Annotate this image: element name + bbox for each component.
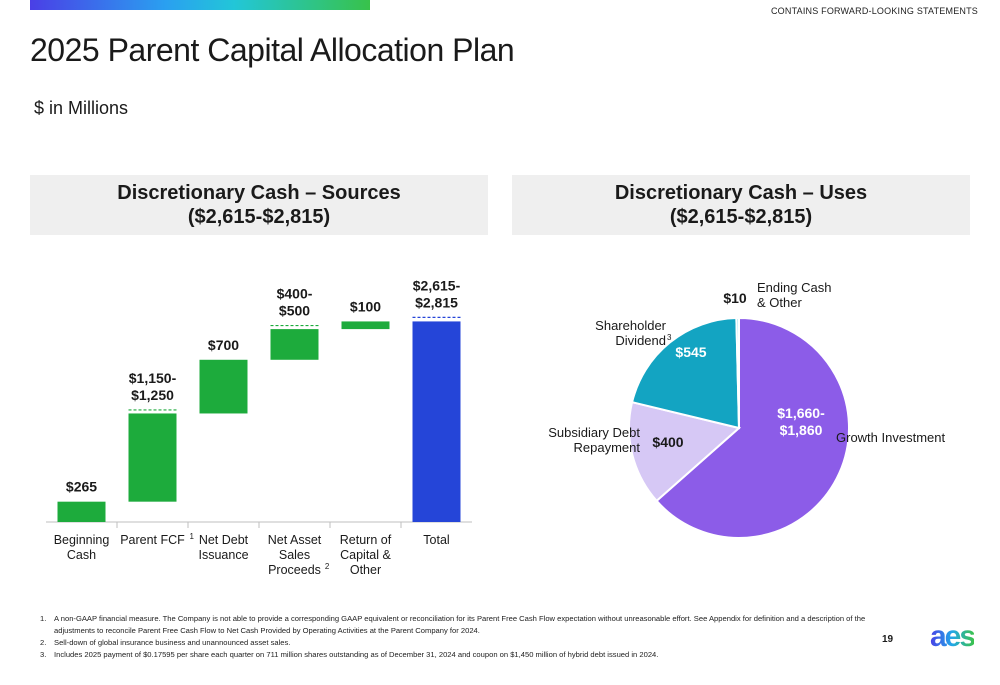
- pie-value-label: $10: [723, 290, 747, 306]
- waterfall-bar: [57, 501, 106, 522]
- footnotes: 1. A non-GAAP financial measure. The Comp…: [40, 613, 900, 661]
- footnote-3: 3. Includes 2025 payment of $0.17595 per …: [40, 650, 659, 659]
- waterfall-data-label: $100: [350, 298, 381, 314]
- waterfall-bar: [270, 329, 319, 360]
- waterfall-category-label: Parent FCF: [120, 533, 185, 547]
- pie-name-label: Dividend: [615, 333, 666, 348]
- sources-panel-header: Discretionary Cash – Sources ($2,615-$2,…: [30, 175, 488, 235]
- waterfall-bar: [412, 321, 461, 522]
- pie-value-label: $545: [675, 344, 706, 360]
- pie-value-label: $1,660-: [777, 405, 825, 421]
- footnote-2: 2. Sell-down of global insurance business…: [40, 638, 291, 647]
- waterfall-category-label: Issuance: [198, 548, 248, 562]
- waterfall-data-label: $265: [66, 479, 97, 495]
- pie-name-label: Ending Cash: [757, 280, 831, 295]
- waterfall-category-label: Total: [423, 533, 449, 547]
- page-title: 2025 Parent Capital Allocation Plan: [30, 32, 515, 68]
- waterfall-data-label: $500: [279, 303, 310, 319]
- waterfall-category-label: Other: [350, 563, 381, 577]
- uses-title: Discretionary Cash – Uses: [614, 182, 868, 204]
- pie-name-label: Growth Investment: [836, 430, 945, 445]
- pie-slice: [655, 316, 850, 539]
- waterfall-category-label: Capital &: [340, 548, 391, 562]
- waterfall-category-label: Net Debt: [199, 533, 249, 547]
- pie-footnote-ref: 3: [667, 333, 672, 342]
- pie-slice: [735, 316, 740, 429]
- pie-slice: [630, 317, 741, 430]
- uses-range: ($2,615-$2,815): [669, 206, 813, 228]
- pie-name-label: Repayment: [574, 440, 641, 455]
- waterfall-data-label: $700: [208, 337, 239, 353]
- waterfall-category-label: Beginning: [54, 533, 110, 547]
- pie-value-label: $1,860: [780, 422, 823, 438]
- pie-name-label: Subsidiary Debt: [548, 425, 640, 440]
- units-subtitle: $ in Millions: [34, 98, 129, 118]
- waterfall-data-label: $2,615-: [413, 277, 461, 293]
- aes-logo: aes: [930, 620, 976, 653]
- page-number: 19: [882, 634, 894, 645]
- forward-looking-notice: CONTAINS FORWARD-LOOKING STATEMENTS: [770, 6, 978, 16]
- waterfall-bar: [128, 413, 177, 502]
- waterfall-category-label: Proceeds: [268, 563, 321, 577]
- waterfall-data-label: $400-: [277, 286, 313, 302]
- waterfall-category-label: Net Asset: [268, 533, 322, 547]
- pie-name-label: Shareholder: [595, 318, 666, 333]
- waterfall-data-label: $1,250: [131, 387, 174, 403]
- waterfall-footnote-ref: 1: [190, 532, 195, 541]
- waterfall-bar: [341, 321, 390, 330]
- waterfall-data-label: $2,815: [415, 294, 458, 310]
- sources-title: Discretionary Cash – Sources: [117, 182, 401, 204]
- waterfall-footnote-ref: 2: [325, 562, 330, 571]
- sources-range: ($2,615-$2,815): [187, 206, 331, 228]
- pie-name-label: & Other: [757, 295, 802, 310]
- waterfall-category-label: Sales: [279, 548, 310, 562]
- waterfall-category-label: Return of: [340, 533, 392, 547]
- waterfall-category-label: Cash: [67, 548, 96, 562]
- uses-panel-header: Discretionary Cash – Uses ($2,615-$2,815…: [512, 175, 970, 235]
- waterfall-bar: [199, 359, 248, 414]
- footnote-1: 1. A non-GAAP financial measure. The Comp…: [40, 614, 866, 635]
- brand-gradient-bar: [30, 0, 370, 10]
- waterfall-data-label: $1,150-: [129, 370, 177, 386]
- pie-slice: [628, 400, 742, 503]
- pie-value-label: $400: [652, 434, 683, 450]
